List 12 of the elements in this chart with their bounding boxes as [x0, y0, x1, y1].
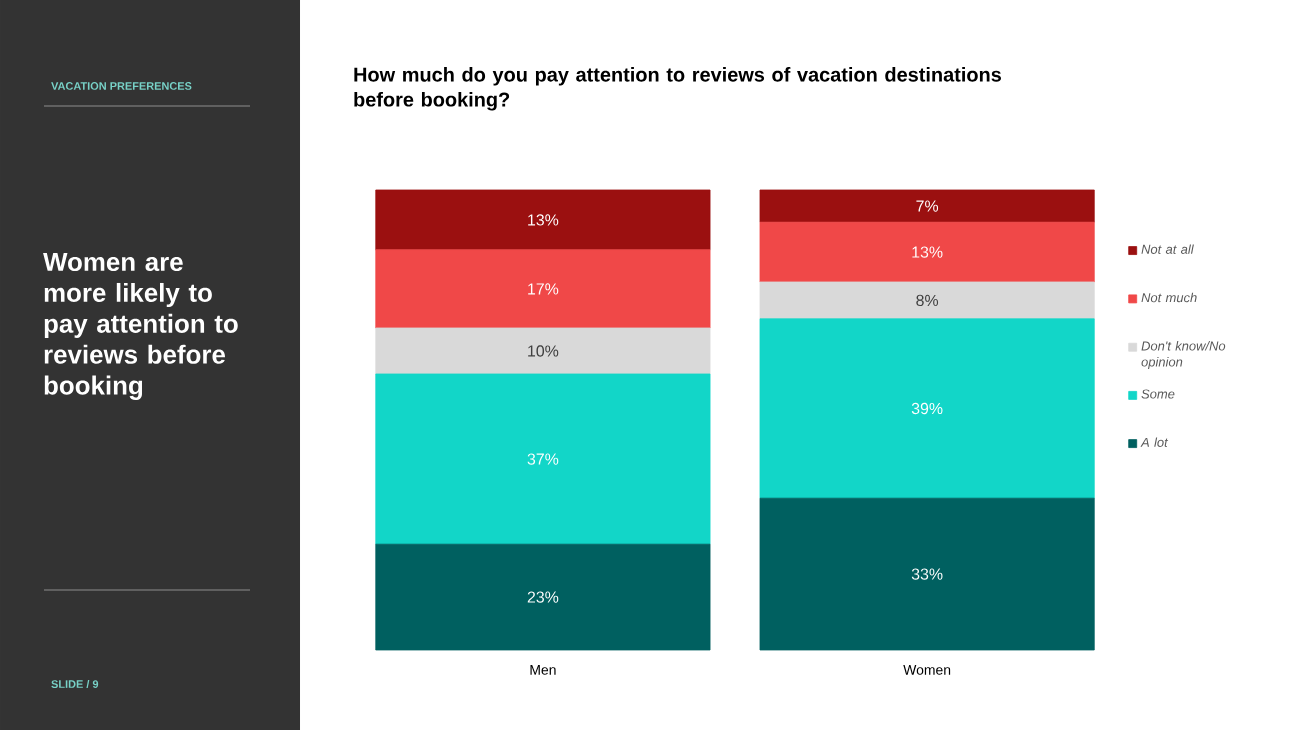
bar: [759, 221, 1095, 283]
text: Women are more likely to pay attention to reviews before booking: [43, 253, 238, 400]
bar: [375, 543, 711, 651]
bar: [759, 281, 1095, 320]
bar: [375, 373, 711, 545]
bar: [375, 327, 711, 375]
bar: [759, 189, 1095, 223]
bar: [375, 249, 711, 329]
bar: [759, 318, 1095, 499]
bar: [375, 189, 711, 251]
bar: [759, 497, 1095, 651]
chart-title: How much do you pay attention to reviews of vacation destinations before booking?: [354, 67, 1001, 111]
